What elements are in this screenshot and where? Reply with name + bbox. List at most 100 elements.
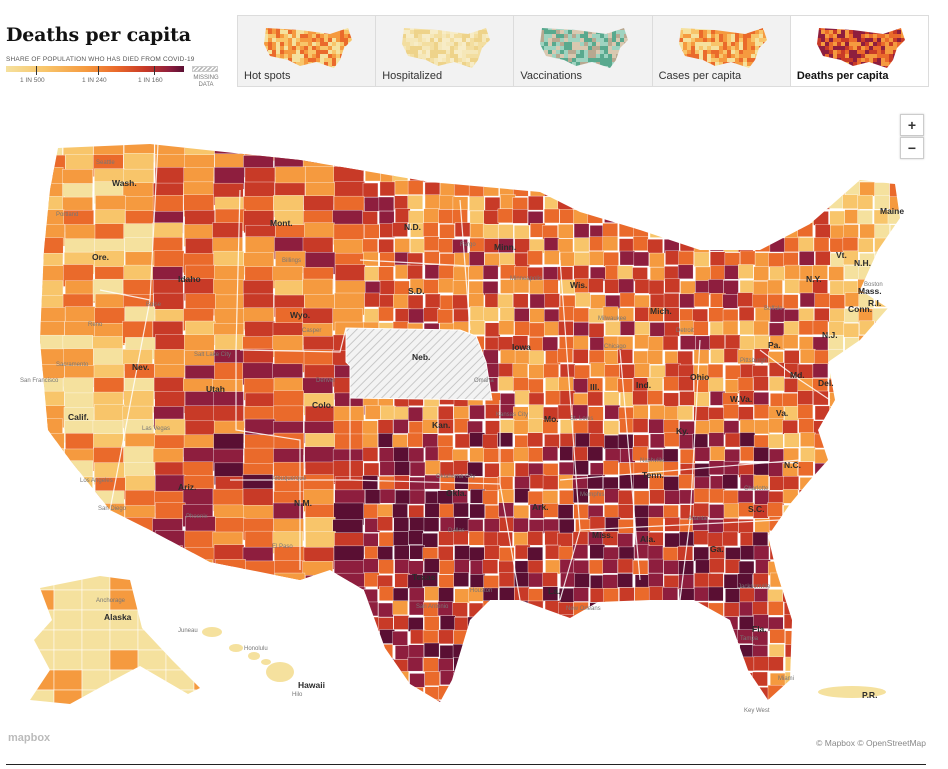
- county-cell[interactable]: [872, 336, 889, 351]
- county-cell[interactable]: [573, 349, 589, 364]
- county-cell[interactable]: [392, 600, 408, 615]
- county-cell[interactable]: [662, 700, 679, 715]
- county-cell[interactable]: [619, 321, 636, 336]
- county-cell[interactable]: [784, 154, 801, 169]
- county-cell[interactable]: [722, 531, 738, 547]
- county-cell[interactable]: [694, 153, 710, 169]
- county-cell[interactable]: [604, 434, 620, 450]
- county-cell[interactable]: [903, 392, 918, 406]
- county-cell[interactable]: [737, 377, 754, 392]
- county-cell[interactable]: [694, 615, 711, 631]
- county-cell[interactable]: [889, 278, 904, 294]
- county-cell[interactable]: [724, 265, 740, 280]
- county-cell[interactable]: [364, 659, 380, 674]
- county-cell[interactable]: [647, 687, 664, 702]
- county-cell[interactable]: [815, 560, 831, 576]
- county-cell[interactable]: [620, 700, 636, 715]
- county-cell[interactable]: [874, 140, 890, 155]
- county-cell[interactable]: [693, 292, 710, 307]
- county-cell[interactable]: [872, 264, 889, 279]
- county-cell[interactable]: [482, 434, 498, 449]
- county-cell[interactable]: [632, 560, 649, 575]
- county-cell[interactable]: [813, 211, 829, 226]
- county-cell[interactable]: [768, 418, 784, 433]
- county-cell[interactable]: [858, 503, 874, 519]
- county-cell[interactable]: [767, 502, 783, 517]
- county-cell[interactable]: [798, 320, 815, 335]
- county-cell[interactable]: [694, 629, 711, 644]
- county-cell[interactable]: [575, 432, 591, 448]
- county-cell[interactable]: [649, 252, 665, 268]
- county-cell[interactable]: [513, 278, 530, 294]
- county-cell[interactable]: [334, 615, 365, 639]
- county-cell[interactable]: [34, 433, 65, 456]
- county-cell[interactable]: [363, 462, 380, 478]
- county-cell[interactable]: [814, 308, 830, 323]
- county-cell[interactable]: [783, 698, 799, 713]
- county-cell[interactable]: [648, 699, 664, 714]
- county-cell[interactable]: [678, 474, 695, 489]
- county-cell[interactable]: [648, 181, 664, 197]
- county-cell[interactable]: [529, 279, 545, 295]
- county-cell[interactable]: [408, 530, 424, 545]
- county-cell[interactable]: [797, 390, 813, 405]
- county-cell[interactable]: [813, 237, 830, 252]
- county-cell[interactable]: [707, 363, 724, 379]
- county-cell[interactable]: [828, 504, 844, 519]
- county-cell[interactable]: [454, 545, 470, 560]
- county-cell[interactable]: [513, 505, 529, 520]
- county-cell[interactable]: [558, 631, 574, 646]
- county-cell[interactable]: [887, 209, 903, 225]
- county-cell[interactable]: [423, 279, 439, 294]
- county-cell[interactable]: [633, 601, 649, 616]
- county-cell[interactable]: [874, 237, 890, 253]
- county-cell[interactable]: [632, 628, 649, 644]
- county-cell[interactable]: [887, 141, 903, 156]
- county-cell[interactable]: [394, 700, 410, 714]
- county-cell[interactable]: [617, 265, 634, 280]
- county-cell[interactable]: [889, 490, 904, 505]
- county-cell[interactable]: [573, 237, 590, 253]
- county-cell[interactable]: [574, 252, 590, 267]
- county-cell[interactable]: [559, 670, 575, 686]
- county-cell[interactable]: [544, 293, 560, 308]
- county-cell[interactable]: [903, 252, 918, 266]
- county-cell[interactable]: [740, 222, 756, 237]
- borough-cell[interactable]: [109, 669, 139, 691]
- county-cell[interactable]: [529, 293, 546, 309]
- county-cell[interactable]: [632, 418, 649, 433]
- county-cell[interactable]: [468, 602, 485, 618]
- county-cell[interactable]: [663, 376, 679, 392]
- county-cell[interactable]: [377, 546, 393, 561]
- county-cell[interactable]: [572, 544, 589, 559]
- county-cell[interactable]: [857, 517, 874, 532]
- county-cell[interactable]: [545, 390, 561, 405]
- county-cell[interactable]: [723, 237, 739, 253]
- county-cell[interactable]: [409, 545, 425, 560]
- county-cell[interactable]: [738, 152, 754, 167]
- county-cell[interactable]: [574, 658, 590, 674]
- county-cell[interactable]: [890, 309, 905, 324]
- county-cell[interactable]: [425, 293, 441, 309]
- county-cell[interactable]: [844, 350, 861, 366]
- county-cell[interactable]: [440, 670, 456, 686]
- county-cell[interactable]: [602, 672, 618, 687]
- county-cell[interactable]: [440, 615, 456, 630]
- county-cell[interactable]: [872, 378, 888, 394]
- county-cell[interactable]: [783, 573, 799, 588]
- county-cell[interactable]: [647, 350, 663, 365]
- county-cell[interactable]: [888, 560, 903, 575]
- county-cell[interactable]: [647, 155, 664, 170]
- county-cell[interactable]: [887, 168, 903, 184]
- county-cell[interactable]: [694, 572, 710, 588]
- county-cell[interactable]: [482, 629, 499, 644]
- county-cell[interactable]: [587, 420, 604, 435]
- county-cell[interactable]: [213, 586, 244, 609]
- county-cell[interactable]: [800, 560, 816, 575]
- county-cell[interactable]: [618, 222, 635, 238]
- county-cell[interactable]: [873, 419, 889, 434]
- county-cell[interactable]: [213, 672, 244, 695]
- county-cell[interactable]: [725, 334, 741, 350]
- borough-cell[interactable]: [26, 689, 55, 710]
- county-cell[interactable]: [183, 700, 214, 723]
